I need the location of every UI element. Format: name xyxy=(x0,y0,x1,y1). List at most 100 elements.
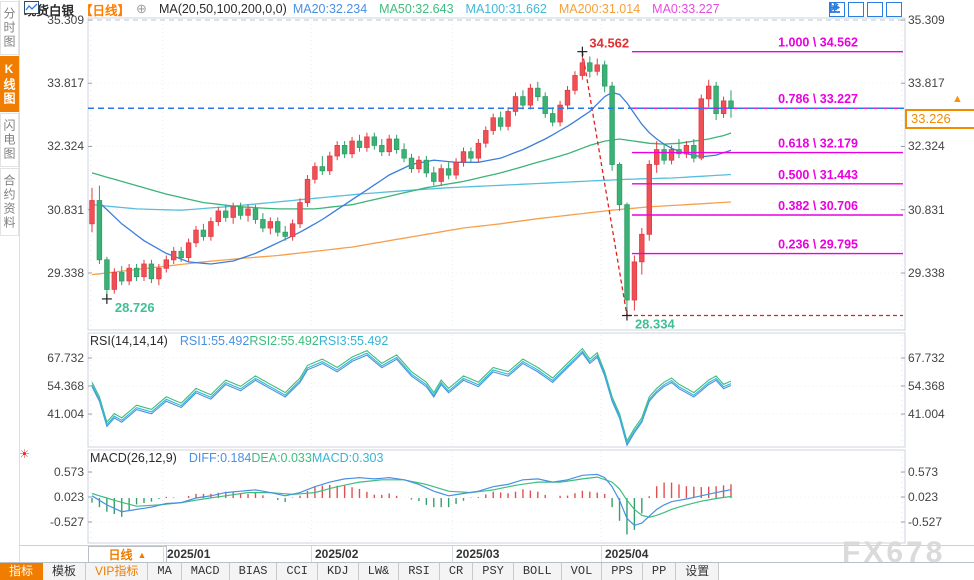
main-axis-left-3: 30.831 xyxy=(47,202,84,217)
macd-value-1: DIFF:0.184 xyxy=(188,451,252,465)
main-axis-right-3: 30.831 xyxy=(908,202,945,217)
tab-KDJ[interactable]: KDJ xyxy=(318,563,359,580)
tab-RSI[interactable]: RSI xyxy=(399,563,440,580)
rsi-axis-right-0: 67.732 xyxy=(908,351,945,365)
period-label: 日线 xyxy=(108,548,133,562)
tab-LW&[interactable]: LW& xyxy=(358,563,400,580)
rsi-pane-header: RSI(14,14,14) RSI1:55.492RSI2:55.492RSI3… xyxy=(90,334,388,348)
month-tick-3 xyxy=(452,546,453,562)
tab-BIAS[interactable]: BIAS xyxy=(229,563,278,580)
macd-axis-left-2: -0.527 xyxy=(49,515,84,530)
month-tick-4 xyxy=(601,546,602,562)
tabbar-spacer xyxy=(719,563,974,580)
tab-CR[interactable]: CR xyxy=(439,563,474,580)
chart-header: 现货白银 【日线】 ⊕ MA(20,50,100,200,0,0) MA20:32… xyxy=(24,1,720,18)
ma-line-MA20 xyxy=(98,91,732,265)
macd-settings-icon[interactable]: ☀ xyxy=(19,447,30,461)
main-axis-right-4: 29.338 xyxy=(908,265,945,280)
ma-legend-4: MA200:31.014 xyxy=(558,2,641,16)
main-axis-left-1: 33.817 xyxy=(47,76,84,91)
ma-line-MA100 xyxy=(91,173,732,211)
pan-right-icon[interactable] xyxy=(830,2,902,17)
svg-text:0.236 \ 29.795: 0.236 \ 29.795 xyxy=(778,238,858,252)
sidebar-item-4[interactable]: 合约资料 xyxy=(0,168,19,236)
month-tick-1 xyxy=(163,546,164,562)
period-title: 【日线】 xyxy=(80,3,131,18)
main-axis-left-2: 32.324 xyxy=(47,139,84,154)
macd-pane-header: MACD(26,12,9) DIFF:0.184DEA:0.033MACD:0.… xyxy=(90,451,383,465)
rsi-axis-left-0: 67.732 xyxy=(47,351,84,365)
ma-legend-3: MA100:31.662 xyxy=(465,2,547,16)
macd-axis-left-1: 0.023 xyxy=(53,490,84,504)
svg-text:28.334: 28.334 xyxy=(635,317,676,332)
tab-VIP指标[interactable]: VIP指标 xyxy=(86,563,149,580)
macd-value-2: DEA:0.033 xyxy=(251,451,312,465)
tab-PPS[interactable]: PPS xyxy=(602,563,643,580)
sidebar-item-3[interactable]: 闪电图 xyxy=(0,113,19,167)
main-axis-left-0: 35.309 xyxy=(47,13,84,27)
tab-BOLL[interactable]: BOLL xyxy=(513,563,562,580)
axis-zoom-icon[interactable] xyxy=(829,2,864,17)
sidebar-item-2[interactable]: K线图 xyxy=(0,56,19,112)
svg-text:34.562: 34.562 xyxy=(589,36,629,51)
macd-axis-left-0: 0.573 xyxy=(53,464,84,479)
period-selector[interactable]: 日线 ▲ xyxy=(88,546,167,563)
tab-CCI[interactable]: CCI xyxy=(277,563,319,580)
indicator-tabbar: 指标 模板 VIP指标 MA MACD BIAS CCI KDJ LW& RSI CR PSY BOLL… xyxy=(0,562,974,580)
macd-values: DIFF:0.184DEA:0.033MACD:0.303 xyxy=(189,451,384,465)
macd-title: MACD(26,12,9) xyxy=(90,451,177,465)
add-indicator-icon[interactable]: ⊕ xyxy=(136,1,147,16)
ma-legend-2: MA50:32.643 xyxy=(379,2,454,16)
rsi-axis-right-1: 54.368 xyxy=(908,379,945,393)
ma-formula: MA(20,50,100,200,0,0) xyxy=(158,2,287,16)
rsi-axis-left-1: 54.368 xyxy=(47,379,84,393)
sidebar: 分时图 K线图 闪电图 合约资料 xyxy=(0,0,20,562)
period-arrow-icon: ▲ xyxy=(137,549,147,560)
ma-line-MA50 xyxy=(91,132,732,210)
main-axis-right-1: 33.817 xyxy=(908,76,945,91)
axis-scale-icon[interactable] xyxy=(829,2,883,17)
rsi-value-3: RSI3:55.492 xyxy=(318,334,389,348)
chart-toolbar xyxy=(829,2,902,17)
rsi-axis-right-2: 41.004 xyxy=(908,406,945,421)
ma-legend-1: MA20:32.234 xyxy=(292,2,368,16)
chart-canvas[interactable]: 1.000 \ 34.562 0.786 \ 33.227 0.618 \ 32.1… xyxy=(0,0,974,545)
sidebar-item-1[interactable]: 分时图 xyxy=(0,1,19,55)
rsi-value-2: RSI2:55.492 xyxy=(249,334,319,348)
main-axis-right-0: 35.309 xyxy=(908,13,945,27)
svg-text:28.726: 28.726 xyxy=(115,300,155,315)
xaxis-row: 日线 ▲ 2025/01 2025/02 2025/03 2025/04 xyxy=(0,545,974,563)
rsi-value-1: RSI1:55.492 xyxy=(179,334,250,348)
tab-MACD[interactable]: MACD xyxy=(181,563,230,580)
tab-PSY[interactable]: PSY xyxy=(473,563,514,580)
tab-MA[interactable]: MA xyxy=(148,563,182,580)
macd-axis-right-1: 0.023 xyxy=(908,490,939,504)
main-axis-right-2: 32.324 xyxy=(908,139,945,154)
ma-legend: MA20:32.234 MA50:32.643 MA100:31.662 MA200:… xyxy=(293,2,720,16)
svg-text:1.000 \ 34.562: 1.000 \ 34.562 xyxy=(778,36,858,50)
svg-text:0.786 \ 33.227: 0.786 \ 33.227 xyxy=(778,92,858,106)
svg-text:0.382 \ 30.706: 0.382 \ 30.706 xyxy=(778,199,858,213)
month-label-2: 2025/02 xyxy=(315,547,359,561)
price-up-arrow-icon: ▲ xyxy=(952,93,963,105)
svg-text:0.618 \ 32.179: 0.618 \ 32.179 xyxy=(778,137,858,151)
tab-指标[interactable]: 指标 xyxy=(0,563,44,580)
rsi-values: RSI1:55.492RSI2:55.492RSI3:55.492 xyxy=(180,334,389,348)
macd-value-3: MACD:0.303 xyxy=(311,451,384,465)
month-tick-2 xyxy=(311,546,312,562)
rsi-title: RSI(14,14,14) xyxy=(90,334,168,348)
svg-text:0.500 \ 31.443: 0.500 \ 31.443 xyxy=(778,168,858,182)
tab-模板[interactable]: 模板 xyxy=(43,563,87,580)
tab-设置[interactable]: 设置 xyxy=(676,563,720,580)
month-label-4: 2025/04 xyxy=(605,547,649,561)
tab-VOL[interactable]: VOL xyxy=(561,563,603,580)
macd-axis-right-0: 0.573 xyxy=(908,464,939,479)
main-axis-left-4: 29.338 xyxy=(47,265,84,280)
month-label-1: 2025/01 xyxy=(167,547,211,561)
month-label-3: 2025/03 xyxy=(456,547,500,561)
current-price-box: 33.226 xyxy=(905,109,974,129)
ma-legend-5: MA0:33.227 xyxy=(652,2,720,16)
macd-axis-right-2: -0.527 xyxy=(908,515,943,530)
tab-PP[interactable]: PP xyxy=(642,563,677,580)
